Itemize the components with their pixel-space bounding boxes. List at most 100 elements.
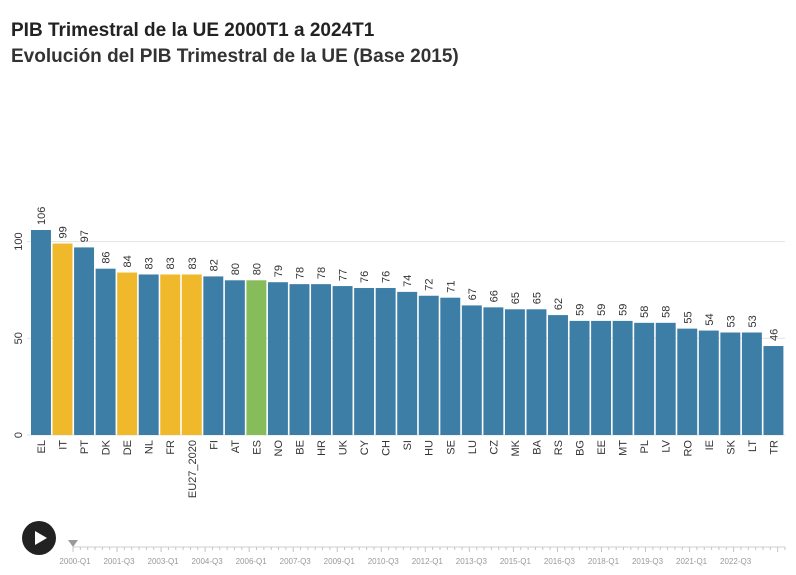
y-tick-label: 100 bbox=[13, 232, 25, 250]
timeline-label[interactable]: 2009-Q1 bbox=[324, 557, 356, 566]
bar-RO[interactable] bbox=[677, 328, 698, 435]
value-label-DE: 84 bbox=[122, 255, 134, 267]
timeline-handle[interactable] bbox=[68, 540, 78, 547]
bar-HR[interactable] bbox=[311, 284, 331, 435]
chart-title: PIB Trimestral de la UE 2000T1 a 2024T1 bbox=[11, 20, 375, 41]
bar-FR[interactable] bbox=[160, 274, 181, 435]
value-label-FR: 83 bbox=[165, 257, 177, 269]
timeline-label[interactable]: 2013-Q3 bbox=[456, 557, 488, 566]
value-label-HR: 78 bbox=[316, 267, 328, 279]
value-label-MT: 59 bbox=[618, 304, 630, 316]
bar-EU27_2020[interactable] bbox=[181, 274, 202, 435]
bar-DK[interactable] bbox=[95, 268, 116, 435]
bar-RS[interactable] bbox=[548, 315, 568, 435]
timeline-label[interactable]: 2004-Q3 bbox=[192, 557, 224, 566]
bar-FI[interactable] bbox=[203, 276, 224, 435]
value-label-IE: 54 bbox=[704, 313, 716, 325]
bar-IT[interactable] bbox=[52, 243, 73, 435]
category-label-FI: FI bbox=[208, 440, 220, 450]
category-label-EU27_2020: EU27_2020 bbox=[187, 440, 199, 498]
timeline[interactable]: 2000-Q1 2001-Q3 2003-Q1 2004-Q3 2006-Q1 2007-… bbox=[59, 540, 786, 566]
bar-MK[interactable] bbox=[504, 309, 525, 435]
bar-LV[interactable] bbox=[655, 322, 676, 435]
category-label-BE: BE bbox=[294, 440, 306, 455]
bar-NL[interactable] bbox=[138, 274, 159, 435]
bar-SI[interactable] bbox=[397, 291, 418, 435]
category-label-RS: RS bbox=[553, 440, 565, 455]
value-label-RS: 62 bbox=[553, 298, 565, 310]
bar-CH[interactable] bbox=[375, 288, 396, 435]
timeline-label[interactable]: 2012-Q1 bbox=[412, 557, 444, 566]
bar-TR[interactable] bbox=[763, 346, 784, 435]
value-label-NO: 79 bbox=[273, 265, 285, 277]
timeline-label[interactable]: 2003-Q1 bbox=[148, 557, 180, 566]
value-label-UK: 77 bbox=[338, 269, 350, 281]
bar-PT[interactable] bbox=[74, 247, 95, 435]
bar-CY[interactable] bbox=[354, 288, 375, 435]
bar-MT[interactable] bbox=[612, 320, 633, 435]
bar-UK[interactable] bbox=[332, 286, 353, 435]
category-label-AT: AT bbox=[230, 440, 242, 454]
category-label-NL: NL bbox=[144, 440, 156, 454]
bar-BA[interactable] bbox=[526, 309, 547, 435]
x-axis-labels: EL IT PT DK DE NL FR EU27_2020 FI AT ES NO BE HR UK CY C… bbox=[36, 439, 780, 498]
bar-HU[interactable] bbox=[418, 295, 439, 435]
category-label-BG: BG bbox=[575, 440, 587, 456]
category-label-ES: ES bbox=[251, 440, 263, 455]
bar-SE[interactable] bbox=[440, 297, 461, 435]
y-tick-label: 50 bbox=[13, 332, 25, 344]
value-label-DK: 86 bbox=[101, 251, 113, 263]
bar-PL[interactable] bbox=[634, 322, 655, 435]
timeline-label[interactable]: 2015-Q1 bbox=[500, 557, 532, 566]
chart-subtitle: Evolución del PIB Trimestral de la UE (B… bbox=[11, 46, 459, 67]
bar-LU[interactable] bbox=[461, 305, 482, 435]
bar-CZ[interactable] bbox=[483, 307, 504, 435]
bar-SK[interactable] bbox=[720, 332, 741, 436]
bar-EL[interactable] bbox=[31, 230, 51, 435]
category-label-FR: FR bbox=[165, 440, 177, 455]
play-button[interactable] bbox=[22, 521, 56, 555]
value-label-EL: 106 bbox=[36, 207, 48, 225]
category-label-TR: TR bbox=[768, 440, 780, 455]
value-label-SE: 71 bbox=[445, 280, 457, 292]
category-label-LT: LT bbox=[747, 440, 759, 452]
timeline-label[interactable]: 2016-Q3 bbox=[544, 557, 576, 566]
timeline-label[interactable]: 2018-Q1 bbox=[588, 557, 620, 566]
value-label-CY: 76 bbox=[359, 271, 371, 283]
timeline-label[interactable]: 2010-Q3 bbox=[368, 557, 400, 566]
category-label-CH: CH bbox=[381, 440, 393, 456]
value-label-BA: 65 bbox=[531, 292, 543, 304]
bar-BE[interactable] bbox=[289, 284, 310, 435]
bar-NO[interactable] bbox=[267, 282, 288, 435]
value-label-ES: 80 bbox=[251, 263, 263, 275]
category-label-CZ: CZ bbox=[488, 440, 500, 455]
timeline-label[interactable]: 2006-Q1 bbox=[236, 557, 268, 566]
bar-BG[interactable] bbox=[569, 320, 590, 435]
value-label-RO: 55 bbox=[682, 311, 694, 323]
category-label-DK: DK bbox=[101, 439, 113, 455]
bar-ES[interactable] bbox=[246, 280, 267, 435]
bar-DE[interactable] bbox=[117, 272, 138, 435]
value-label-FI: 82 bbox=[208, 259, 220, 271]
category-label-IT: IT bbox=[58, 440, 70, 450]
category-label-CY: CY bbox=[359, 439, 371, 455]
bar-EE[interactable] bbox=[591, 320, 612, 435]
bar-AT[interactable] bbox=[224, 280, 245, 435]
value-label-TR: 46 bbox=[768, 329, 780, 341]
timeline-label[interactable]: 2001-Q3 bbox=[103, 557, 135, 566]
bar-IE[interactable] bbox=[698, 330, 719, 435]
timeline-label[interactable]: 2000-Q1 bbox=[59, 557, 91, 566]
timeline-label[interactable]: 2007-Q3 bbox=[280, 557, 312, 566]
bar-LT[interactable] bbox=[741, 332, 762, 436]
category-label-EE: EE bbox=[596, 440, 608, 455]
timeline-label[interactable]: 2021-Q1 bbox=[676, 557, 708, 566]
value-label-LT: 53 bbox=[747, 315, 759, 327]
timeline-label[interactable]: 2019-Q3 bbox=[632, 557, 664, 566]
timeline-label[interactable]: 2022-Q3 bbox=[720, 557, 752, 566]
play-icon bbox=[35, 531, 47, 545]
category-label-DE: DE bbox=[122, 440, 134, 455]
value-label-MK: 65 bbox=[510, 292, 522, 304]
category-label-LV: LV bbox=[661, 439, 673, 452]
y-axis-ticks: 0 50 100 bbox=[13, 232, 25, 438]
